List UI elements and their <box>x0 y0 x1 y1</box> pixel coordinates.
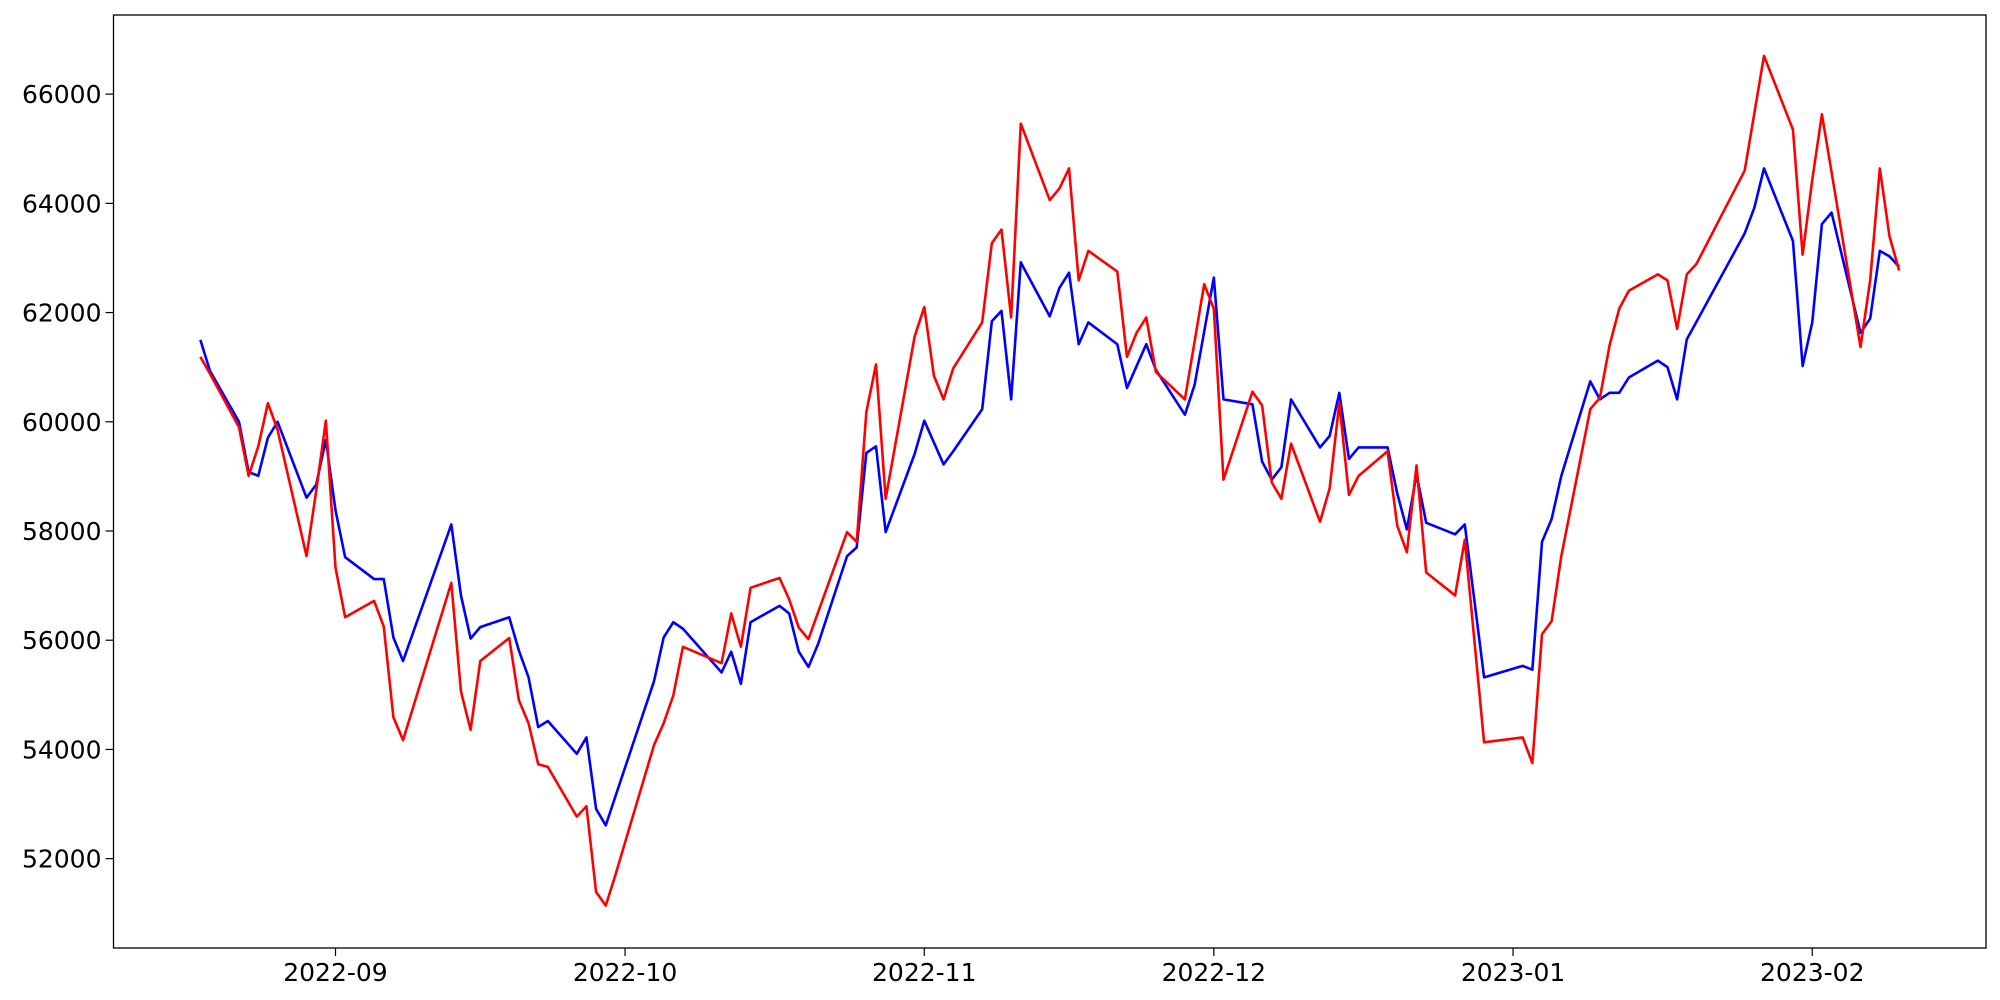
plot-frame <box>112 14 1987 949</box>
x-tick-label: 2022-12 <box>1162 958 1266 987</box>
x-tick-label: 2023-02 <box>1760 958 1864 987</box>
y-tick-label: 58000 <box>22 517 102 546</box>
y-tick-label: 52000 <box>22 845 102 874</box>
line-series <box>199 167 1901 827</box>
y-tick-label: 62000 <box>22 299 102 328</box>
y-tick-label: 60000 <box>22 408 102 437</box>
line-series <box>199 54 1901 907</box>
y-tick-label: 64000 <box>22 189 102 218</box>
y-tick-label: 56000 <box>22 626 102 655</box>
y-tick-label: 54000 <box>22 735 102 764</box>
y-tick-label: 66000 <box>22 80 102 109</box>
x-tick-label: 2022-10 <box>573 958 677 987</box>
x-tick-label: 2023-01 <box>1461 958 1565 987</box>
x-tick-label: 2022-09 <box>283 958 387 987</box>
x-tick-label: 2022-11 <box>872 958 976 987</box>
